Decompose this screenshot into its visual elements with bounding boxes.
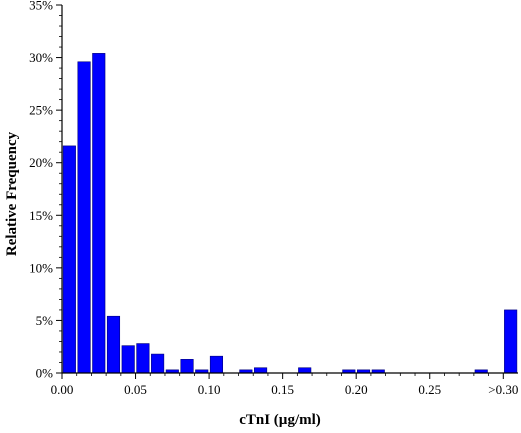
y-ticks: 0% 5% 10% 15% 20% 25% 30% 35% xyxy=(29,0,62,381)
bar xyxy=(62,145,76,374)
x-tick-label: 0.10 xyxy=(198,382,221,397)
x-tick-label: 0.25 xyxy=(418,382,441,397)
y-axis-title: Relative Frequency xyxy=(4,131,20,256)
x-tick-label: 0.20 xyxy=(345,382,368,397)
x-tick-label: 0.15 xyxy=(271,382,294,397)
bar xyxy=(180,359,194,374)
y-tick-label: 10% xyxy=(29,260,53,275)
y-tick-label: 5% xyxy=(36,313,54,328)
bars xyxy=(62,53,518,374)
y-tick-label: 20% xyxy=(29,155,53,170)
y-tick-label: 25% xyxy=(29,103,53,118)
bar xyxy=(209,355,224,374)
bar xyxy=(121,345,135,374)
y-tick-label: 15% xyxy=(29,208,53,223)
x-tick-label: >0.30 xyxy=(488,382,518,397)
axes xyxy=(61,5,518,374)
x-tick-label: 0.00 xyxy=(51,382,74,397)
bar xyxy=(136,343,150,374)
x-tick-label: 0.05 xyxy=(124,382,147,397)
bar xyxy=(92,53,106,374)
y-tick-label: 30% xyxy=(29,50,53,65)
bar xyxy=(77,61,91,374)
bar xyxy=(254,367,268,374)
bar xyxy=(151,353,165,374)
x-axis-title: cTnI (µg/ml) xyxy=(239,412,321,428)
bar xyxy=(504,309,518,374)
bar xyxy=(298,367,312,374)
y-tick-label: 35% xyxy=(29,0,53,13)
x-ticks: 0.00 0.05 0.10 0.15 0.20 0.25 >0.30 xyxy=(51,373,518,397)
y-tick-label: 0% xyxy=(36,366,54,381)
bar xyxy=(106,315,121,374)
